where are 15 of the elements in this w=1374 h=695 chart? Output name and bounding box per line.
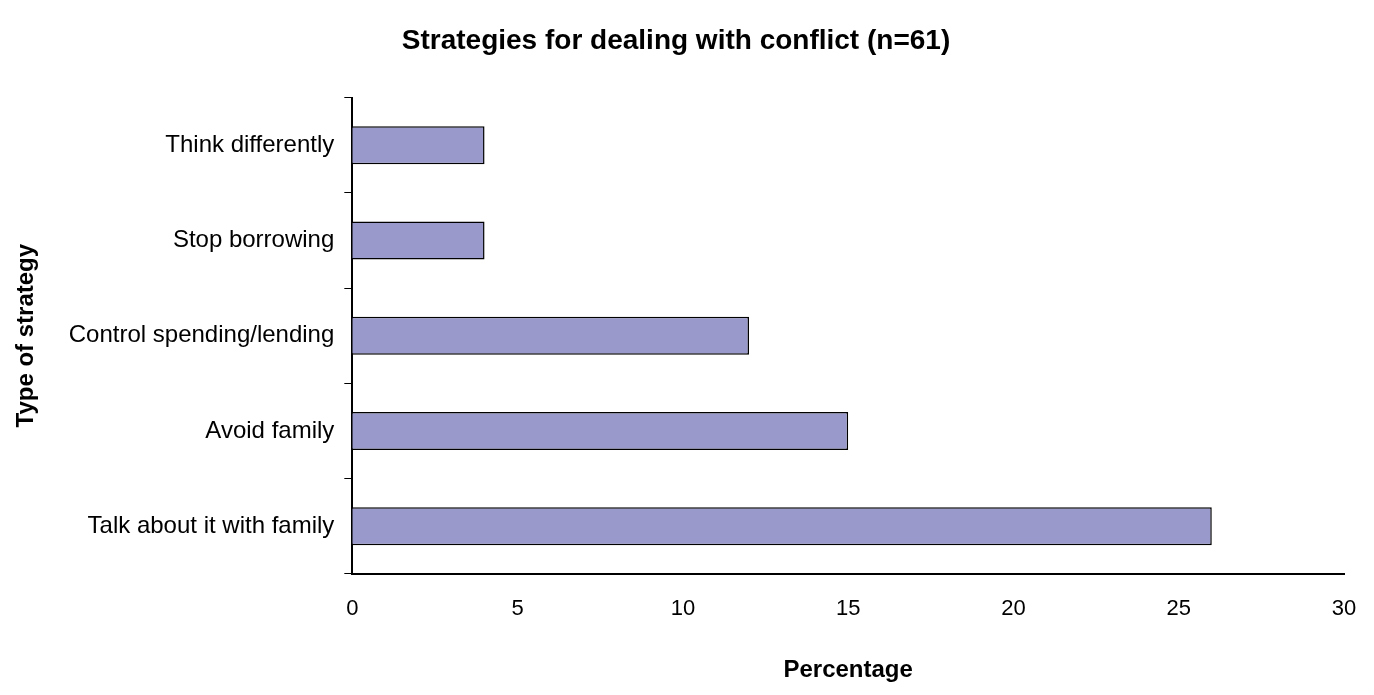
y-tick-label: Stop borrowing [172, 225, 335, 253]
y-tick-label: Talk about it with family [87, 510, 335, 538]
y-tick-label: Control spending/lending [68, 320, 335, 348]
x-tick-label: 0 [346, 595, 359, 621]
y-tick-label: Avoid family [205, 415, 335, 443]
x-tick-label: 15 [835, 595, 861, 621]
x-tick-label: 10 [670, 595, 696, 621]
x-tick-label: 30 [1331, 595, 1357, 621]
chart-title: Strategies for dealing with conflict (n=61) [401, 23, 951, 55]
x-axis-title: Percentage [783, 655, 913, 683]
x-tick-label: 5 [511, 595, 524, 621]
y-tick-label: Think differently [165, 129, 335, 157]
x-tick-label: 25 [1166, 595, 1191, 621]
y-axis-title: Type of strategy [11, 243, 39, 428]
x-tick-label: 20 [1001, 595, 1026, 621]
